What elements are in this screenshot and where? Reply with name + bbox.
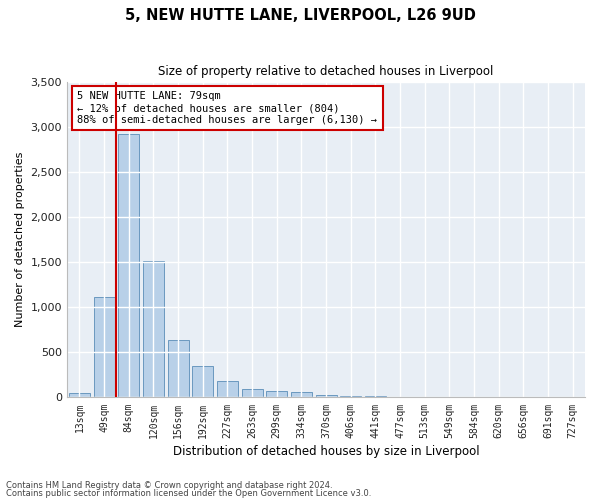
- Y-axis label: Number of detached properties: Number of detached properties: [15, 152, 25, 328]
- Text: Contains public sector information licensed under the Open Government Licence v3: Contains public sector information licen…: [6, 489, 371, 498]
- Bar: [266, 390, 287, 398]
- Bar: [389, 396, 410, 398]
- Text: 5 NEW HUTTE LANE: 79sqm
← 12% of detached houses are smaller (804)
88% of semi-d: 5 NEW HUTTE LANE: 79sqm ← 12% of detache…: [77, 92, 377, 124]
- Title: Size of property relative to detached houses in Liverpool: Size of property relative to detached ho…: [158, 65, 494, 78]
- Bar: [316, 394, 337, 398]
- Bar: [94, 298, 115, 398]
- X-axis label: Distribution of detached houses by size in Liverpool: Distribution of detached houses by size …: [173, 444, 479, 458]
- Bar: [291, 392, 312, 398]
- Text: 5, NEW HUTTE LANE, LIVERPOOL, L26 9UD: 5, NEW HUTTE LANE, LIVERPOOL, L26 9UD: [125, 8, 475, 22]
- Bar: [69, 393, 90, 398]
- Bar: [143, 262, 164, 398]
- Bar: [167, 340, 188, 398]
- Bar: [217, 381, 238, 398]
- Bar: [365, 396, 386, 398]
- Bar: [118, 134, 139, 398]
- Bar: [242, 389, 263, 398]
- Bar: [192, 366, 213, 398]
- Bar: [340, 396, 361, 398]
- Text: Contains HM Land Registry data © Crown copyright and database right 2024.: Contains HM Land Registry data © Crown c…: [6, 480, 332, 490]
